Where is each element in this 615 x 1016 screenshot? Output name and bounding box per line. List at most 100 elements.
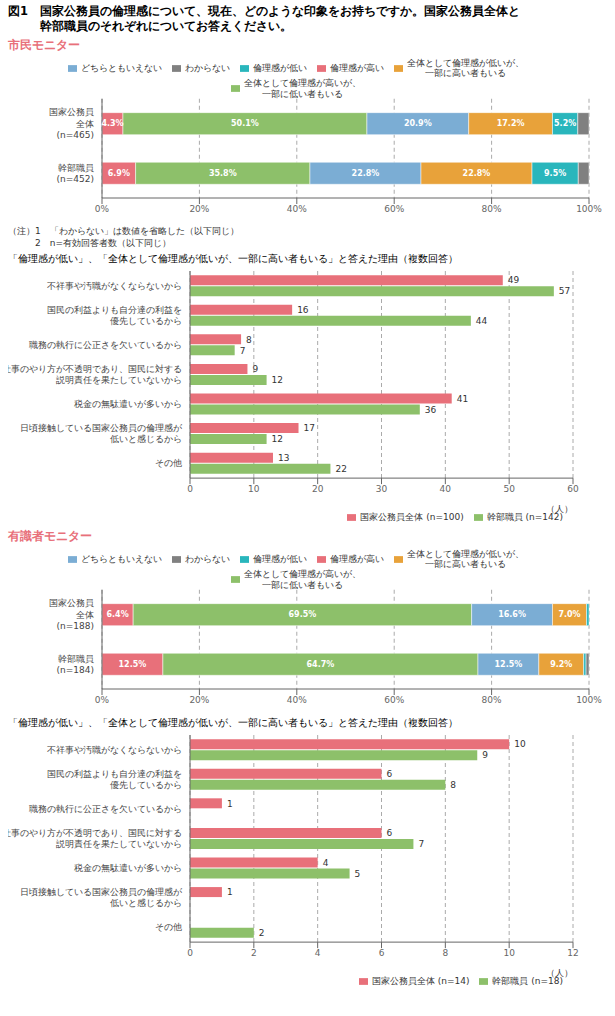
svg-text:その他: その他 xyxy=(155,458,182,468)
svg-text:仕事のやり方が不透明であり、国民に対する説明責任を果たしてい: 仕事のやり方が不透明であり、国民に対する説明責任を果たしていないから xyxy=(8,364,182,385)
svg-text:13: 13 xyxy=(278,453,289,463)
svg-text:20: 20 xyxy=(312,484,324,494)
svg-text:2: 2 xyxy=(251,948,257,958)
svg-text:40%: 40% xyxy=(287,695,307,705)
svg-text:7: 7 xyxy=(418,839,424,849)
svg-text:36: 36 xyxy=(425,405,437,415)
svg-text:60%: 60% xyxy=(384,204,404,214)
svg-text:8: 8 xyxy=(246,335,252,345)
svg-text:9: 9 xyxy=(252,364,258,374)
svg-text:44: 44 xyxy=(476,316,488,326)
svg-text:0: 0 xyxy=(187,948,193,958)
svg-text:国民の利益よりも自分達の利益を優先しているから: 国民の利益よりも自分達の利益を優先しているから xyxy=(47,305,182,326)
svg-text:日頃接触している国家公務員の倫理感が低いと感じるから: 日頃接触している国家公務員の倫理感が低いと感じるから xyxy=(20,423,183,444)
svg-text:12.5%: 12.5% xyxy=(495,660,523,669)
svg-text:10: 10 xyxy=(248,484,260,494)
svg-text:80%: 80% xyxy=(482,204,502,214)
html-text:全体として倫理感が低いが、 一部に高い者もいる: 全体として倫理感が低いが、 一部に高い者もいる xyxy=(406,549,524,570)
svg-text:12: 12 xyxy=(272,434,283,444)
svg-text:20%: 20% xyxy=(189,695,209,705)
svg-text:12.5%: 12.5% xyxy=(119,660,147,669)
svg-text:20.9%: 20.9% xyxy=(404,119,432,128)
svg-text:1: 1 xyxy=(227,799,233,809)
svg-text:不祥事や汚職がなくならないから: 不祥事や汚職がなくならないから xyxy=(47,745,182,755)
svg-text:57: 57 xyxy=(559,286,570,296)
svg-text:1: 1 xyxy=(227,887,233,897)
svg-text:9.5%: 9.5% xyxy=(544,169,566,178)
html-text:幹部職員のそれぞれについてお答えください。: 幹部職員のそれぞれについてお答えください。 xyxy=(40,19,292,33)
svg-text:64.7%: 64.7% xyxy=(307,660,335,669)
svg-text:8: 8 xyxy=(450,780,456,790)
html-text:わからない: わからない xyxy=(184,63,230,74)
svg-text:35.8%: 35.8% xyxy=(209,169,237,178)
svg-text:日頃接触している国家公務員の倫理感が低いと感じるから: 日頃接触している国家公務員の倫理感が低いと感じるから xyxy=(20,887,183,908)
svg-text:22.8%: 22.8% xyxy=(352,169,380,178)
svg-text:40%: 40% xyxy=(287,204,307,214)
svg-text:22.8%: 22.8% xyxy=(463,169,491,178)
svg-text:69.5%: 69.5% xyxy=(289,610,317,619)
svg-text:30: 30 xyxy=(376,484,388,494)
svg-text:6: 6 xyxy=(387,828,393,838)
svg-text:5.2%: 5.2% xyxy=(554,119,576,128)
svg-text:2: 2 xyxy=(259,928,265,938)
svg-text:7.0%: 7.0% xyxy=(558,610,580,619)
svg-text:16.6%: 16.6% xyxy=(498,610,526,619)
svg-text:60%: 60% xyxy=(384,695,404,705)
svg-text:9: 9 xyxy=(482,750,488,760)
svg-text:6.4%: 6.4% xyxy=(106,610,128,619)
svg-text:0%: 0% xyxy=(95,695,110,705)
svg-text:税金の無駄遣いが多いから: 税金の無駄遣いが多いから xyxy=(74,399,182,409)
svg-text:仕事のやり方が不透明であり、国民に対する説明責任を果たしてい: 仕事のやり方が不透明であり、国民に対する説明責任を果たしていないから xyxy=(8,828,182,849)
html-text:図1: 図1 xyxy=(8,4,28,18)
svg-text:4: 4 xyxy=(323,858,329,868)
svg-text:国家公務員全体(n=188): 国家公務員全体(n=188) xyxy=(49,598,94,631)
svg-text:0%: 0% xyxy=(95,204,110,214)
svg-text:8: 8 xyxy=(442,948,448,958)
svg-text:税金の無駄遣いが多いから: 税金の無駄遣いが多いから xyxy=(74,863,182,873)
svg-text:20%: 20% xyxy=(189,204,209,214)
svg-text:16: 16 xyxy=(297,305,309,315)
svg-text:41: 41 xyxy=(457,394,468,404)
svg-text:0: 0 xyxy=(187,484,193,494)
svg-text:4.3%: 4.3% xyxy=(101,119,123,128)
html-text:全体として倫理感が高いが、 一部に低い者もいる: 全体として倫理感が高いが、 一部に低い者もいる xyxy=(243,569,361,590)
svg-text:80%: 80% xyxy=(482,695,502,705)
html-text:全体として倫理感が低いが、 一部に高い者もいる: 全体として倫理感が低いが、 一部に高い者もいる xyxy=(406,58,524,79)
svg-text:50: 50 xyxy=(503,484,515,494)
svg-text:（人）: （人） xyxy=(546,968,573,978)
svg-text:4: 4 xyxy=(315,948,321,958)
svg-text:職務の執行に公正さを欠いているから: 職務の執行に公正さを欠いているから xyxy=(29,340,182,350)
svg-text:22: 22 xyxy=(335,464,346,474)
svg-text:不祥事や汚職がなくならないから: 不祥事や汚職がなくならないから xyxy=(47,281,182,291)
svg-text:12: 12 xyxy=(272,375,283,385)
svg-text:国民の利益よりも自分達の利益を優先しているから: 国民の利益よりも自分達の利益を優先しているから xyxy=(47,769,182,790)
html-text:どちらともいえない: どちらともいえない xyxy=(80,63,162,74)
svg-text:幹部職員(n=184): 幹部職員(n=184) xyxy=(57,654,94,675)
svg-text:100%: 100% xyxy=(576,204,602,214)
svg-text:100%: 100% xyxy=(576,695,602,705)
svg-text:50.1%: 50.1% xyxy=(231,119,259,128)
svg-text:10: 10 xyxy=(503,948,515,958)
html-text:有識者モニター: 有識者モニター xyxy=(8,529,92,543)
svg-text:国家公務員全体(n=465): 国家公務員全体(n=465) xyxy=(49,107,94,140)
svg-text:幹部職員(n=452): 幹部職員(n=452) xyxy=(57,163,94,184)
svg-text:6: 6 xyxy=(387,769,393,779)
svg-text:その他: その他 xyxy=(155,922,182,932)
svg-text:7: 7 xyxy=(240,346,246,356)
svg-text:40: 40 xyxy=(440,484,452,494)
svg-text:17: 17 xyxy=(304,423,315,433)
svg-text:職務の執行に公正さを欠いているから: 職務の執行に公正さを欠いているから xyxy=(29,804,182,814)
svg-text:6.9%: 6.9% xyxy=(108,169,130,178)
html-text:市民モニター: 市民モニター xyxy=(8,38,80,52)
svg-text:9.2%: 9.2% xyxy=(550,660,572,669)
svg-text:17.2%: 17.2% xyxy=(497,119,525,128)
svg-text:12: 12 xyxy=(567,948,578,958)
html-text:国家公務員の倫理感について、現在、どのような印象をお持ちです: 国家公務員の倫理感について、現在、どのような印象をお持ちですか。国家公務員全体と xyxy=(40,4,520,18)
svg-text:6: 6 xyxy=(379,948,385,958)
svg-text:60: 60 xyxy=(567,484,579,494)
svg-text:49: 49 xyxy=(508,275,520,285)
svg-text:10: 10 xyxy=(514,739,526,749)
svg-text:5: 5 xyxy=(355,869,361,879)
html-text:全体として倫理感が高いが、 一部に低い者もいる: 全体として倫理感が高いが、 一部に低い者もいる xyxy=(243,78,361,99)
svg-text:（人）: （人） xyxy=(546,504,573,514)
